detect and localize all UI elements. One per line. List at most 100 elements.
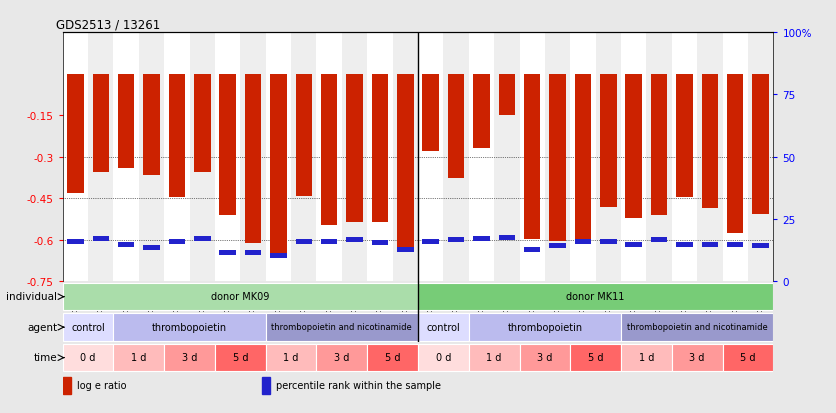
Bar: [143, 74, 160, 176]
Bar: [93, 237, 109, 242]
Text: agent: agent: [27, 322, 57, 332]
Bar: [393, 33, 418, 282]
Text: 3 d: 3 d: [690, 352, 705, 362]
Text: thrombopoietin and nicotinamide: thrombopoietin and nicotinamide: [272, 322, 412, 331]
Bar: [219, 251, 236, 256]
Bar: [270, 74, 287, 257]
Bar: [722, 33, 748, 282]
Bar: [697, 33, 722, 282]
Bar: [169, 240, 185, 244]
Bar: [600, 74, 617, 207]
Bar: [317, 344, 367, 371]
Bar: [621, 344, 672, 371]
Text: GDS2513 / 13261: GDS2513 / 13261: [55, 19, 160, 32]
Bar: [727, 242, 743, 247]
Text: 1 d: 1 d: [487, 352, 502, 362]
Bar: [372, 74, 388, 222]
Bar: [67, 74, 84, 193]
Bar: [88, 33, 114, 282]
Bar: [574, 240, 591, 244]
Bar: [346, 74, 363, 222]
Bar: [494, 33, 519, 282]
Bar: [164, 33, 190, 282]
Bar: [752, 243, 769, 248]
Bar: [262, 377, 270, 394]
Bar: [266, 33, 291, 282]
Bar: [321, 74, 338, 225]
Bar: [93, 74, 109, 173]
Bar: [215, 344, 266, 371]
Text: control: control: [426, 322, 461, 332]
Bar: [621, 33, 646, 282]
Bar: [418, 344, 469, 371]
Text: 3 d: 3 d: [182, 352, 197, 362]
Bar: [498, 235, 515, 240]
Bar: [270, 253, 287, 258]
Bar: [139, 33, 164, 282]
Bar: [621, 314, 773, 341]
Text: individual: individual: [6, 292, 57, 301]
Bar: [143, 245, 160, 250]
Bar: [245, 74, 262, 243]
Bar: [346, 237, 363, 242]
Bar: [625, 74, 642, 218]
Text: 0 d: 0 d: [436, 352, 451, 362]
Text: control: control: [71, 322, 105, 332]
Bar: [367, 344, 418, 371]
Bar: [701, 74, 718, 209]
Bar: [549, 243, 566, 248]
Bar: [291, 33, 317, 282]
Text: 1 d: 1 d: [131, 352, 146, 362]
Text: 1 d: 1 d: [639, 352, 654, 362]
Bar: [317, 33, 342, 282]
Text: donor MK11: donor MK11: [567, 292, 624, 301]
Bar: [240, 33, 266, 282]
Bar: [443, 33, 469, 282]
Bar: [524, 248, 540, 253]
Bar: [422, 74, 439, 152]
Bar: [570, 33, 595, 282]
Bar: [672, 344, 722, 371]
Bar: [372, 240, 388, 245]
Bar: [418, 314, 469, 341]
Bar: [473, 74, 490, 149]
Bar: [194, 237, 211, 242]
Bar: [190, 33, 215, 282]
Bar: [448, 74, 464, 178]
Bar: [473, 237, 490, 242]
Bar: [418, 283, 773, 311]
Bar: [63, 283, 418, 311]
Bar: [296, 240, 312, 244]
Bar: [397, 74, 414, 250]
Bar: [727, 74, 743, 233]
Bar: [169, 74, 185, 197]
Bar: [63, 314, 114, 341]
Bar: [266, 344, 317, 371]
Bar: [67, 240, 84, 244]
Bar: [519, 33, 545, 282]
Text: thrombopoietin: thrombopoietin: [507, 322, 583, 332]
Bar: [676, 242, 693, 247]
Bar: [367, 33, 393, 282]
Bar: [63, 344, 114, 371]
Bar: [651, 237, 667, 242]
Bar: [752, 74, 769, 214]
Bar: [397, 248, 414, 253]
Bar: [422, 240, 439, 244]
Text: 5 d: 5 d: [385, 352, 400, 362]
Bar: [646, 33, 672, 282]
Bar: [469, 344, 519, 371]
Bar: [498, 74, 515, 115]
Bar: [342, 33, 367, 282]
Bar: [651, 74, 667, 216]
Bar: [574, 74, 591, 239]
Bar: [595, 33, 621, 282]
Bar: [722, 344, 773, 371]
Bar: [215, 33, 241, 282]
Text: thrombopoietin and nicotinamide: thrombopoietin and nicotinamide: [627, 322, 767, 331]
Bar: [118, 242, 135, 247]
Bar: [418, 33, 443, 282]
Bar: [164, 344, 215, 371]
Bar: [118, 74, 135, 169]
Bar: [469, 33, 494, 282]
